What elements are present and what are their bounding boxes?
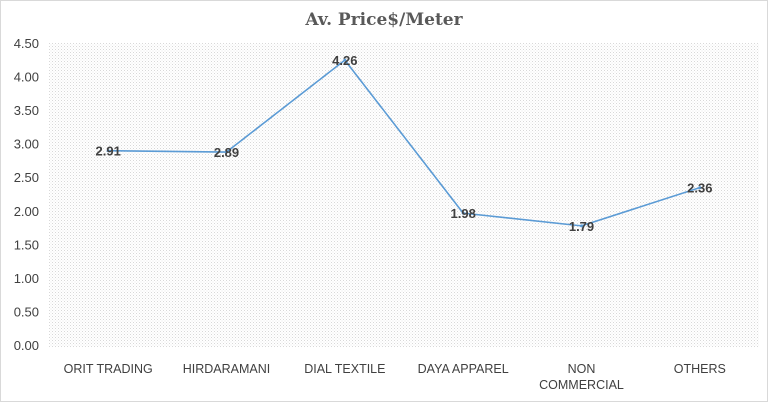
y-tick-label: 3.00: [14, 137, 39, 152]
y-tick-label: 2.00: [14, 204, 39, 219]
x-tick-label: DAYA APPAREL: [418, 362, 509, 376]
x-tick-label: ORIT TRADING: [64, 362, 153, 376]
data-point: [343, 58, 347, 62]
y-tick-label: 2.50: [14, 170, 39, 185]
x-tick-label: HIRDARAMANI: [183, 362, 271, 376]
data-labels: 2.91 2.89 4.26 1.98 1.79 2.36: [96, 53, 713, 234]
data-point: [106, 149, 110, 153]
x-tick-label: COMMERCIAL: [539, 378, 624, 392]
data-point: [698, 186, 702, 190]
data-point: [225, 150, 228, 154]
x-tick-label: DIAL TEXTILE: [304, 362, 385, 376]
chart-title: Av. Price$/Meter: [304, 10, 463, 30]
y-tick-label: 4.50: [14, 36, 39, 51]
data-label: 4.26: [332, 53, 357, 68]
y-tick-label: 3.50: [14, 103, 39, 118]
data-point: [461, 211, 465, 215]
y-tick-label: 0.00: [14, 338, 39, 353]
data-point: [580, 224, 583, 228]
plot-area: [49, 43, 759, 347]
data-label: 2.36: [687, 181, 712, 196]
y-tick-label: 1.00: [14, 271, 39, 286]
series-group: [106, 58, 702, 228]
x-tick-label: NON: [568, 362, 596, 376]
data-label: 1.98: [451, 206, 476, 221]
x-axis: ORIT TRADING HIRDARAMANI DIAL TEXTILE DAYA …: [64, 362, 726, 392]
y-tick-label: 0.50: [14, 304, 39, 319]
x-tick-label: OTHERS: [674, 362, 726, 376]
data-label: 2.91: [96, 144, 121, 159]
data-label: 2.89: [214, 145, 239, 160]
y-tick-label: 1.50: [14, 237, 39, 252]
data-label: 1.79: [569, 219, 594, 234]
y-axis: 0.00 0.50 1.00 1.50 2.00 2.50 3.00 3.50 4.00 4.50: [14, 36, 39, 353]
y-tick-label: 4.00: [14, 70, 39, 85]
series-line: [108, 59, 701, 227]
